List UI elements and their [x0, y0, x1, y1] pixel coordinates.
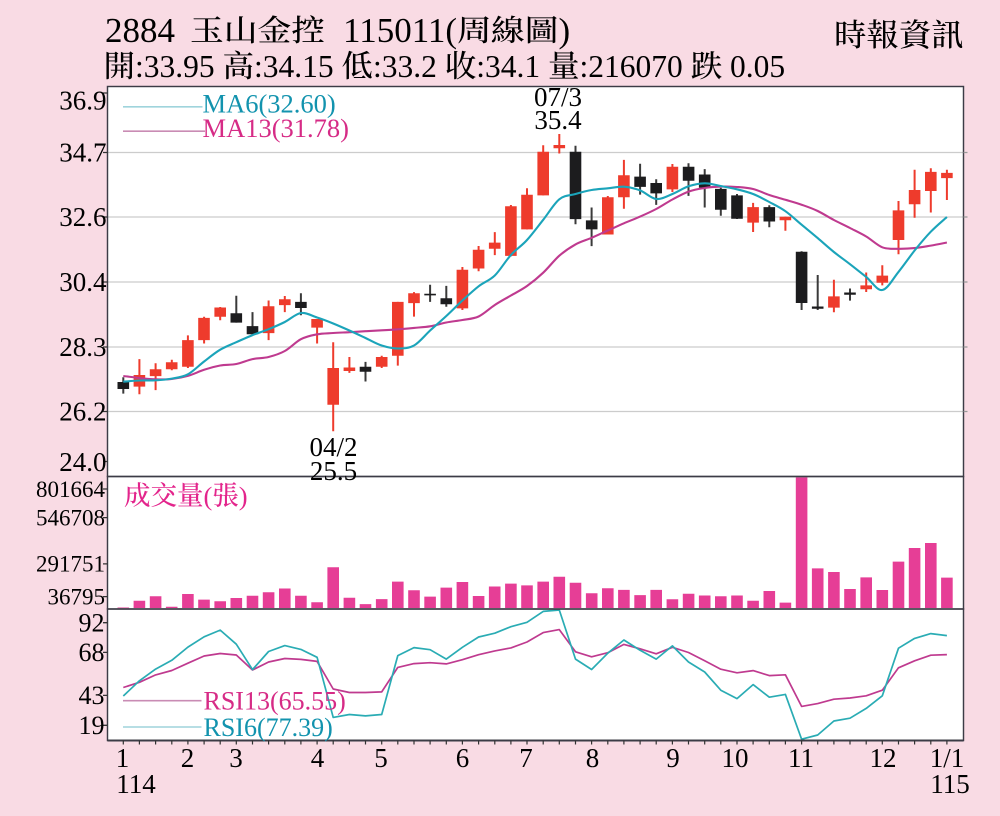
svg-text:25.5: 25.5 [310, 456, 357, 486]
svg-text:4: 4 [311, 743, 325, 773]
svg-text:RSI6(77.39): RSI6(77.39) [204, 713, 333, 742]
svg-text:04/2: 04/2 [309, 432, 357, 462]
svg-text:11: 11 [788, 743, 814, 773]
svg-text:43: 43 [79, 681, 105, 710]
svg-text:24.0: 24.0 [59, 447, 106, 477]
svg-text:7: 7 [519, 743, 533, 773]
svg-text:115: 115 [930, 769, 970, 799]
svg-text:0.05: 0.05 [730, 49, 785, 84]
svg-text:28.3: 28.3 [59, 332, 106, 362]
svg-text::34.15: :34.15 [254, 49, 334, 84]
svg-text:2884: 2884 [105, 11, 175, 50]
svg-text:5: 5 [374, 743, 388, 773]
svg-text:1: 1 [116, 743, 130, 773]
svg-text::34.1: :34.1 [476, 49, 540, 84]
svg-text:MA6(32.60): MA6(32.60) [203, 89, 336, 119]
svg-text:8: 8 [586, 743, 600, 773]
svg-text:1/1: 1/1 [930, 743, 965, 773]
svg-text:): ) [239, 481, 248, 511]
svg-text:34.7: 34.7 [59, 138, 106, 168]
svg-text::33.2: :33.2 [373, 49, 437, 84]
svg-text::216070: :216070 [580, 49, 683, 84]
svg-text:10: 10 [722, 743, 749, 773]
svg-text:(: ( [204, 481, 213, 511]
svg-text:MA13(31.78): MA13(31.78) [203, 113, 349, 143]
svg-text:): ) [559, 11, 571, 50]
svg-text:30.4: 30.4 [59, 267, 107, 297]
svg-text:801664: 801664 [36, 477, 106, 502]
svg-text:68: 68 [79, 638, 105, 667]
svg-text:115011(: 115011( [343, 11, 457, 50]
svg-text:19: 19 [79, 711, 105, 740]
svg-text:RSI13(65.55): RSI13(65.55) [204, 687, 346, 716]
svg-text:36795: 36795 [48, 584, 106, 609]
svg-text::33.95: :33.95 [135, 49, 215, 84]
svg-text:26.2: 26.2 [59, 397, 106, 427]
svg-text:114: 114 [116, 769, 156, 799]
svg-text:92: 92 [79, 608, 105, 637]
svg-text:07/3: 07/3 [534, 82, 582, 112]
svg-text:2: 2 [181, 743, 195, 773]
svg-text:9: 9 [666, 743, 680, 773]
svg-text:12: 12 [870, 743, 897, 773]
svg-text:291751: 291751 [36, 552, 105, 577]
svg-text:3: 3 [229, 743, 243, 773]
svg-text:36.9: 36.9 [59, 86, 106, 116]
svg-text:6: 6 [456, 743, 470, 773]
svg-text:32.6: 32.6 [59, 202, 106, 232]
svg-text:35.4: 35.4 [534, 105, 582, 135]
svg-text:546708: 546708 [36, 505, 105, 530]
